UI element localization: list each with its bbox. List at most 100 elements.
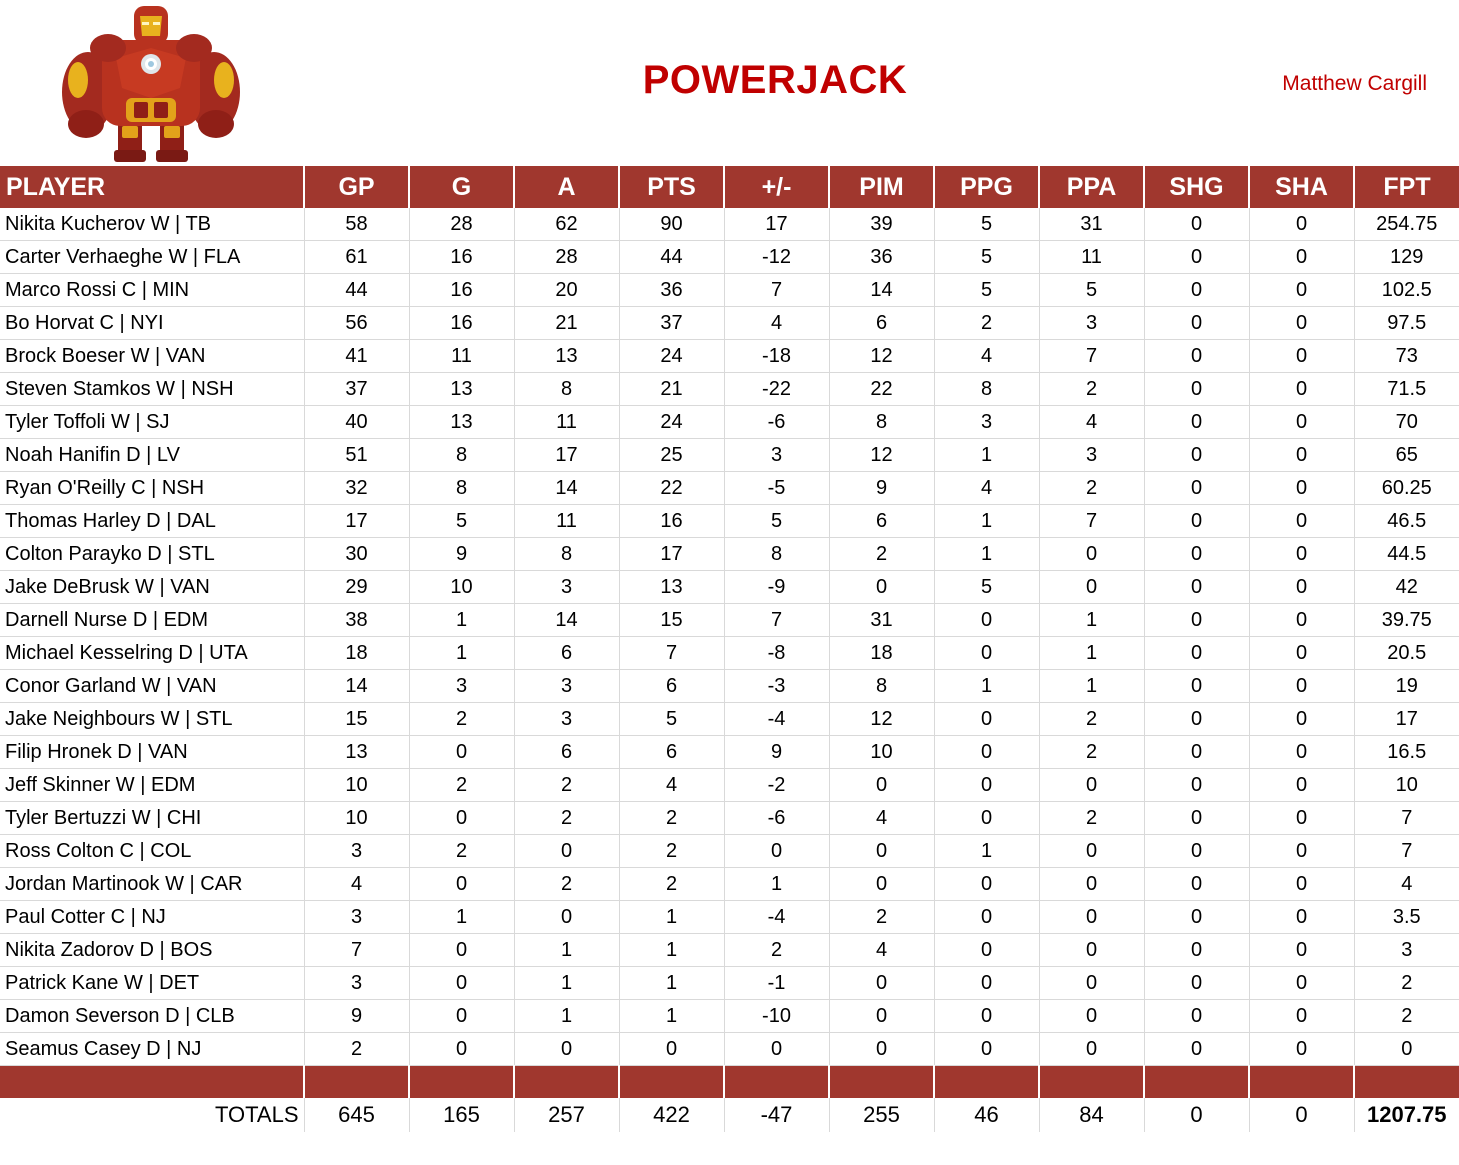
stat-cell-sha: 0 bbox=[1248, 438, 1354, 472]
stat-cell-fpt: 102.5 bbox=[1353, 273, 1459, 307]
player-name-cell: Jeff Skinner W | EDM bbox=[0, 768, 304, 802]
column-header-pts: PTS bbox=[618, 166, 724, 208]
player-name-cell: Nikita Zadorov D | BOS bbox=[0, 933, 304, 967]
stat-cell-sha: 0 bbox=[1248, 372, 1354, 406]
stat-cell-ppa: 3 bbox=[1038, 438, 1144, 472]
table-row: Ryan O'Reilly C | NSH 32 8 14 22 -5 9 4 2 0 0 60.25 bbox=[0, 471, 1459, 505]
stat-cell-gp: 10 bbox=[303, 768, 409, 802]
stat-cell-sha: 0 bbox=[1248, 504, 1354, 538]
stat-cell-sha: 0 bbox=[1248, 933, 1354, 967]
stat-cell-pim: 0 bbox=[828, 834, 934, 868]
stat-cell-shg: 0 bbox=[1143, 933, 1249, 967]
table-row: Bo Horvat C | NYI 56 16 21 37 4 6 2 3 0 0 97.5 bbox=[0, 306, 1459, 340]
table-row: Darnell Nurse D | EDM 38 1 14 15 7 31 0 1 0 0 39.75 bbox=[0, 603, 1459, 637]
stat-cell-pim: 0 bbox=[828, 999, 934, 1033]
divider-cell bbox=[618, 1065, 724, 1098]
totals-cell-a: 257 bbox=[513, 1098, 619, 1132]
totals-cell-sha: 0 bbox=[1248, 1098, 1354, 1132]
stat-cell-ppg: 1 bbox=[933, 438, 1039, 472]
stat-cell-pim: 6 bbox=[828, 306, 934, 340]
stat-cell-fpt: 17 bbox=[1353, 702, 1459, 736]
stat-cell-ppg: 0 bbox=[933, 636, 1039, 670]
stat-cell-gp: 2 bbox=[303, 1032, 409, 1066]
stat-cell-pts: 1 bbox=[618, 900, 724, 934]
stat-cell-pim: 0 bbox=[828, 1032, 934, 1066]
table-row: Seamus Casey D | NJ 2 0 0 0 0 0 0 0 0 0 0 bbox=[0, 1032, 1459, 1066]
column-header-plus-minus: +/- bbox=[723, 166, 829, 208]
stat-cell-fpt: 65 bbox=[1353, 438, 1459, 472]
stat-cell-fpt: 70 bbox=[1353, 405, 1459, 439]
stat-cell-plus-minus: -9 bbox=[723, 570, 829, 604]
stat-cell-pts: 4 bbox=[618, 768, 724, 802]
stat-cell-shg: 0 bbox=[1143, 900, 1249, 934]
stat-cell-gp: 18 bbox=[303, 636, 409, 670]
stat-cell-gp: 38 bbox=[303, 603, 409, 637]
stat-cell-g: 5 bbox=[408, 504, 514, 538]
totals-cell-gp: 645 bbox=[303, 1098, 409, 1132]
stat-cell-plus-minus: -6 bbox=[723, 801, 829, 835]
stat-cell-pim: 14 bbox=[828, 273, 934, 307]
stat-cell-pim: 39 bbox=[828, 208, 934, 241]
stat-cell-pts: 17 bbox=[618, 537, 724, 571]
stat-cell-plus-minus: 4 bbox=[723, 306, 829, 340]
sheet-header: POWERJACK Matthew Cargill bbox=[0, 0, 1459, 166]
player-name-cell: Nikita Kucherov W | TB bbox=[0, 208, 304, 241]
column-header-g: G bbox=[408, 166, 514, 208]
stat-cell-ppg: 0 bbox=[933, 867, 1039, 901]
stat-cell-pts: 0 bbox=[618, 1032, 724, 1066]
stat-cell-fpt: 71.5 bbox=[1353, 372, 1459, 406]
stat-cell-sha: 0 bbox=[1248, 405, 1354, 439]
stat-cell-shg: 0 bbox=[1143, 240, 1249, 274]
stat-cell-pim: 12 bbox=[828, 702, 934, 736]
stat-cell-g: 1 bbox=[408, 900, 514, 934]
divider-cell bbox=[723, 1065, 829, 1098]
totals-divider-band bbox=[0, 1065, 1459, 1098]
team-title: POWERJACK bbox=[642, 58, 908, 102]
stat-cell-g: 0 bbox=[408, 735, 514, 769]
stat-cell-pts: 24 bbox=[618, 405, 724, 439]
stat-cell-g: 0 bbox=[408, 801, 514, 835]
stat-cell-gp: 51 bbox=[303, 438, 409, 472]
stat-cell-gp: 9 bbox=[303, 999, 409, 1033]
player-name-cell: Jordan Martinook W | CAR bbox=[0, 867, 304, 901]
stat-cell-shg: 0 bbox=[1143, 339, 1249, 373]
totals-cell-plus-minus: -47 bbox=[723, 1098, 829, 1132]
stat-cell-ppa: 7 bbox=[1038, 504, 1144, 538]
stat-cell-pim: 2 bbox=[828, 537, 934, 571]
stat-cell-pts: 2 bbox=[618, 801, 724, 835]
stat-cell-plus-minus: -12 bbox=[723, 240, 829, 274]
totals-cell-g: 165 bbox=[408, 1098, 514, 1132]
table-row: Colton Parayko D | STL 30 9 8 17 8 2 1 0 0 0 44.5 bbox=[0, 537, 1459, 571]
stat-cell-a: 8 bbox=[513, 537, 619, 571]
stat-cell-gp: 14 bbox=[303, 669, 409, 703]
stat-cell-ppg: 0 bbox=[933, 603, 1039, 637]
stat-cell-a: 0 bbox=[513, 900, 619, 934]
stat-cell-shg: 0 bbox=[1143, 273, 1249, 307]
stat-cell-gp: 15 bbox=[303, 702, 409, 736]
table-row: Conor Garland W | VAN 14 3 3 6 -3 8 1 1 0 0 19 bbox=[0, 669, 1459, 703]
stat-cell-plus-minus: -18 bbox=[723, 339, 829, 373]
player-name-cell: Tyler Toffoli W | SJ bbox=[0, 405, 304, 439]
stat-cell-ppg: 3 bbox=[933, 405, 1039, 439]
stat-cell-pts: 36 bbox=[618, 273, 724, 307]
divider-cell bbox=[1038, 1065, 1144, 1098]
table-row: Tyler Bertuzzi W | CHI 10 0 2 2 -6 4 0 2 0 0 7 bbox=[0, 801, 1459, 835]
stat-cell-fpt: 3.5 bbox=[1353, 900, 1459, 934]
player-name-cell: Patrick Kane W | DET bbox=[0, 966, 304, 1000]
totals-label: TOTALS bbox=[214, 1102, 299, 1127]
divider-cell bbox=[1143, 1065, 1249, 1098]
stat-cell-gp: 30 bbox=[303, 537, 409, 571]
stat-cell-a: 1 bbox=[513, 966, 619, 1000]
totals-cell-fpt: 1207.75 bbox=[1353, 1098, 1459, 1132]
stat-cell-ppa: 1 bbox=[1038, 669, 1144, 703]
stat-cell-fpt: 2 bbox=[1353, 966, 1459, 1000]
table-row: Noah Hanifin D | LV 51 8 17 25 3 12 1 3 0 0 65 bbox=[0, 438, 1459, 472]
stat-cell-pts: 21 bbox=[618, 372, 724, 406]
stat-cell-sha: 0 bbox=[1248, 768, 1354, 802]
stat-cell-ppa: 3 bbox=[1038, 306, 1144, 340]
stat-cell-shg: 0 bbox=[1143, 306, 1249, 340]
stat-cell-g: 0 bbox=[408, 999, 514, 1033]
stat-cell-g: 8 bbox=[408, 471, 514, 505]
stat-cell-ppg: 1 bbox=[933, 537, 1039, 571]
column-header-ppg: PPG bbox=[933, 166, 1039, 208]
